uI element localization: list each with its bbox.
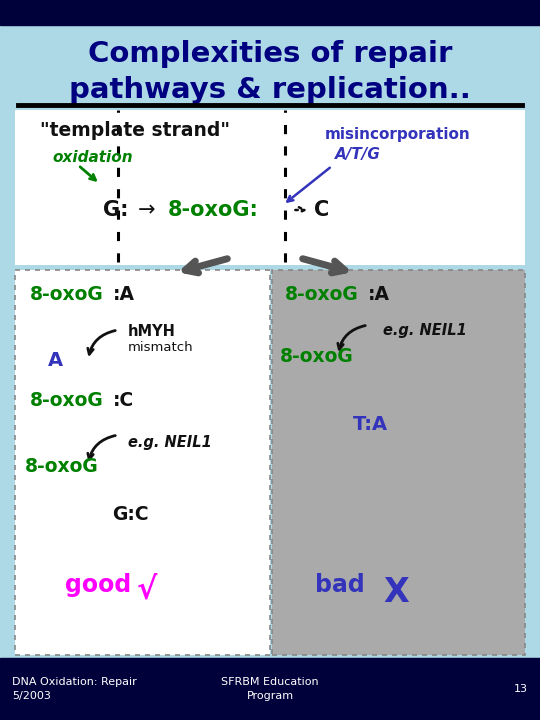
- Text: G:C: G:C: [112, 505, 149, 524]
- Text: 8-oxoG: 8-oxoG: [25, 456, 99, 475]
- Bar: [15, 110, 525, 265]
- Text: misincorporation: misincorporation: [325, 127, 471, 143]
- Text: 8-oxoG:: 8-oxoG:: [168, 200, 259, 220]
- Text: A/T/G: A/T/G: [335, 148, 381, 163]
- Bar: [0, 0, 540, 25]
- Text: bad: bad: [315, 573, 373, 597]
- Text: G:: G:: [103, 200, 129, 220]
- Text: good: good: [65, 573, 139, 597]
- FancyBboxPatch shape: [272, 270, 525, 655]
- Text: 8-oxoG: 8-oxoG: [30, 286, 104, 305]
- Text: A: A: [48, 351, 63, 369]
- Text: e.g. NEIL1: e.g. NEIL1: [383, 323, 467, 338]
- Text: 8-oxoG: 8-oxoG: [280, 346, 354, 366]
- Text: :C: :C: [113, 390, 134, 410]
- Text: C: C: [314, 200, 329, 220]
- Text: :A: :A: [113, 286, 135, 305]
- Text: DNA Oxidation: Repair
5/2003: DNA Oxidation: Repair 5/2003: [12, 678, 137, 701]
- Text: 8-oxoG: 8-oxoG: [30, 390, 104, 410]
- Text: oxidation: oxidation: [52, 150, 133, 164]
- Bar: [0, 658, 540, 720]
- Text: SFRBM Education
Program: SFRBM Education Program: [221, 678, 319, 701]
- Text: →: →: [138, 200, 156, 220]
- Text: √: √: [137, 575, 157, 605]
- Text: :A: :A: [368, 286, 390, 305]
- Text: e.g. NEIL1: e.g. NEIL1: [128, 436, 212, 451]
- Text: mismatch: mismatch: [128, 341, 194, 354]
- Text: hMYH: hMYH: [128, 325, 176, 340]
- Text: 13: 13: [514, 684, 528, 694]
- Text: Complexities of repair
pathways & replication..: Complexities of repair pathways & replic…: [69, 40, 471, 104]
- Text: "template strand": "template strand": [40, 120, 230, 140]
- Text: T:A: T:A: [353, 415, 388, 434]
- Text: 8-oxoG: 8-oxoG: [285, 286, 359, 305]
- FancyBboxPatch shape: [15, 270, 270, 655]
- Text: X: X: [383, 575, 409, 608]
